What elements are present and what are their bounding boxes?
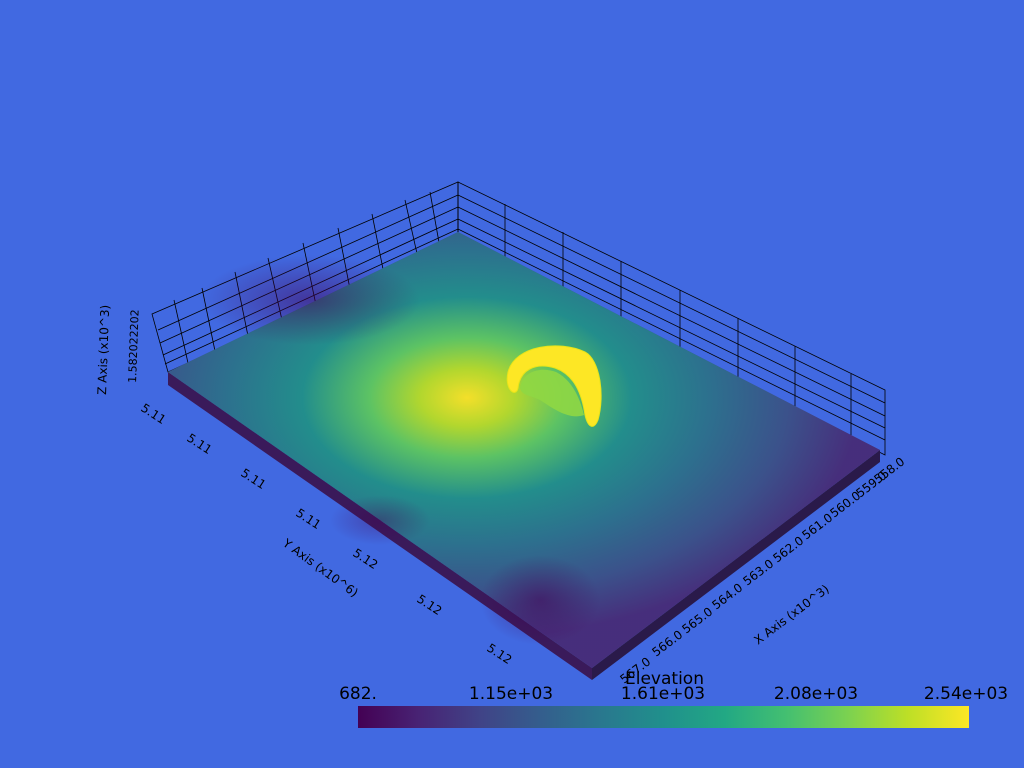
z-axis: Z Axis (x10^3) 1.582022202 [95, 304, 142, 395]
y-axis-tick: 5.11 [238, 466, 268, 492]
y-axis-title: Y Axis (x10^6) [279, 536, 360, 600]
y-axis-tick: 5.11 [293, 506, 323, 532]
y-axis-tick: 5.12 [350, 546, 380, 572]
terrain-surface [168, 232, 880, 668]
y-axis-tick: 5.12 [484, 641, 514, 667]
scalar-bar-colorbar [358, 706, 969, 728]
z-axis-tick-labels: 1.582022202 [126, 309, 142, 383]
y-axis-tick: 5.11 [138, 401, 168, 427]
terrain-front-right-side [592, 450, 880, 680]
x-axis-title: X Axis (x10^3) [751, 582, 831, 647]
scalar-bar-label: 2.08e+03 [773, 684, 859, 704]
scalar-bar-label: 2.54e+03 [923, 684, 1009, 704]
y-axis-tick: 5.11 [184, 431, 214, 457]
scalar-bar-title: Elevation [625, 669, 704, 689]
scalar-bar-label: 682. [339, 684, 377, 704]
z-axis-title: Z Axis (x10^3) [95, 304, 112, 395]
scalar-bar-label: 1.61e+03 [620, 684, 706, 704]
scalar-bar-label: 1.15e+03 [468, 684, 554, 704]
y-axis-tick: 5.12 [414, 592, 444, 618]
